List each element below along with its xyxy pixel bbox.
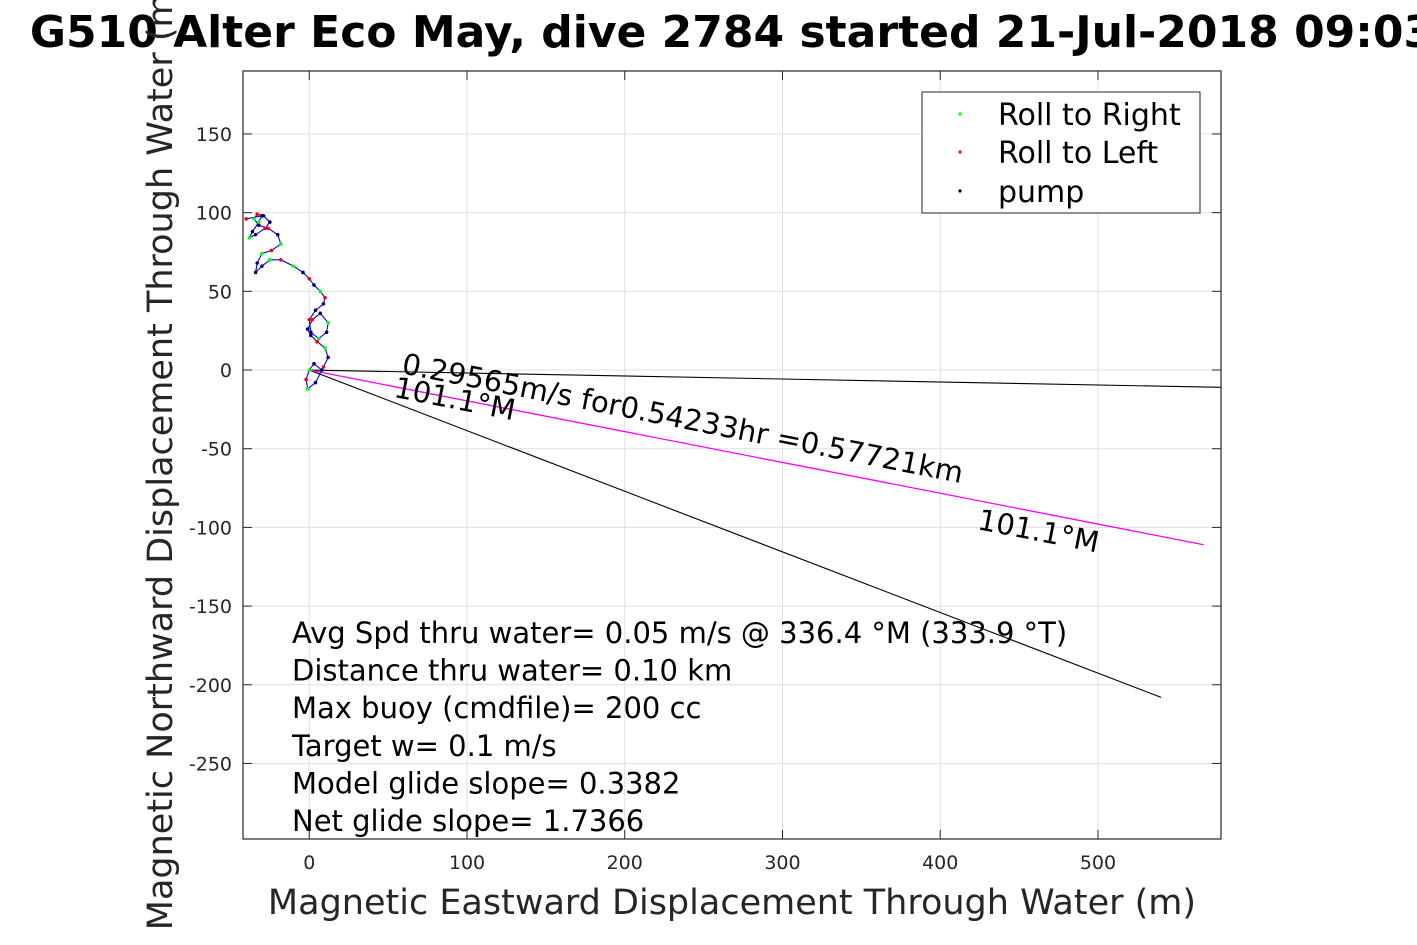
track-point: [279, 242, 283, 246]
legend-label-pump: pump: [998, 175, 1084, 210]
track-point: [260, 251, 264, 256]
x-tick-label: 500: [1080, 852, 1116, 874]
track-point: [253, 270, 258, 275]
stat-line: Model glide slope= 0.3382: [292, 766, 680, 800]
track-point: [318, 289, 323, 294]
track-point: [269, 248, 274, 253]
legend: Roll to Right Roll to Left pump: [921, 91, 1201, 214]
track-point: [305, 387, 310, 391]
chart-title: G510 Alter Eco May, dive 2784 started 21…: [30, 7, 1417, 58]
track-point: [307, 368, 312, 372]
track-point: [309, 333, 313, 338]
track-point: [312, 361, 316, 366]
track-point: [252, 217, 256, 221]
track-point: [268, 220, 272, 224]
track-point: [307, 276, 312, 281]
track-point: [301, 270, 305, 275]
track-point: [291, 264, 296, 268]
y-tick-labels: 150 100 50 0 -50 -100 -150 -200 -250: [189, 124, 232, 776]
legend-box: [921, 91, 1201, 214]
track-point: [256, 220, 261, 224]
track-point: [268, 258, 272, 262]
data-marks: [244, 212, 1221, 698]
x-tick-label: 400: [922, 852, 958, 874]
track-point: [266, 226, 271, 231]
track-point: [323, 295, 327, 300]
track-point: [326, 321, 330, 325]
track-point: [316, 336, 321, 341]
track-point: [326, 355, 330, 360]
track-point: [320, 368, 324, 372]
y-tick-label: -200: [189, 675, 232, 697]
track-point: [305, 327, 310, 331]
legend-label-roll-left: Roll to Left: [998, 136, 1158, 171]
track-point: [260, 213, 264, 218]
y-tick-label: -50: [201, 439, 232, 461]
track-point: [310, 317, 315, 322]
track-point: [318, 311, 323, 316]
y-tick-label: -150: [189, 596, 232, 618]
track-point: [313, 380, 318, 385]
x-tick-labels: 0 100 200 300 400 500: [303, 852, 1116, 874]
track-point: [263, 226, 267, 231]
track-point: [313, 308, 318, 313]
y-tick-label: 50: [208, 281, 232, 303]
stat-line: Distance thru water= 0.10 km: [292, 654, 732, 688]
track-point: [321, 302, 326, 306]
y-tick-label: 100: [196, 203, 232, 225]
track-point: [255, 212, 259, 217]
stat-line: Max buoy (cmdfile)= 200 cc: [292, 691, 701, 725]
legend-marker-roll-left: [958, 150, 962, 154]
line-current: [309, 369, 1221, 388]
track-point: [247, 236, 252, 240]
stat-line: Target w= 0.1 m/s: [291, 729, 557, 763]
legend-marker-roll-right: [958, 112, 962, 116]
legend-label-roll-right: Roll to Right: [998, 98, 1181, 133]
track-point: [260, 264, 264, 268]
track-point: [323, 346, 327, 350]
track-point: [315, 339, 319, 344]
track-point: [256, 223, 261, 228]
track-point: [307, 317, 312, 322]
x-tick-label: 300: [764, 852, 800, 874]
stats-block: Avg Spd thru water= 0.05 m/s @ 336.4 °M …: [291, 616, 1067, 838]
track-point: [255, 261, 259, 265]
x-tick-label: 100: [449, 852, 485, 874]
x-axis-label: Magnetic Eastward Displacement Through W…: [268, 883, 1196, 923]
y-axis-label: Magnetic Northward Displacement Through …: [141, 0, 181, 930]
track-point: [312, 283, 316, 287]
x-tick-label: 200: [607, 852, 643, 874]
track-point: [244, 217, 248, 221]
plot-frame: [242, 70, 1222, 840]
y-tick-label: -100: [189, 517, 232, 539]
stat-line: Net glide slope= 1.7366: [292, 804, 644, 838]
track-point: [309, 330, 313, 335]
y-tick-label: 0: [220, 360, 232, 382]
track-point: [321, 365, 326, 369]
legend-marker-pump: [958, 189, 962, 193]
line-drift: [309, 369, 1204, 546]
y-tick-label: 150: [196, 124, 232, 146]
line-heading: [309, 369, 1162, 698]
track-point: [324, 330, 329, 335]
track-point: [279, 258, 283, 262]
y-tick-label: -250: [189, 753, 232, 775]
track-point: [250, 229, 255, 234]
track-point: [253, 232, 258, 237]
track-point: [304, 377, 308, 382]
track-point: [275, 232, 280, 237]
stat-line: Avg Spd thru water= 0.05 m/s @ 336.4 °M …: [292, 616, 1067, 650]
x-tick-label: 0: [303, 852, 315, 874]
